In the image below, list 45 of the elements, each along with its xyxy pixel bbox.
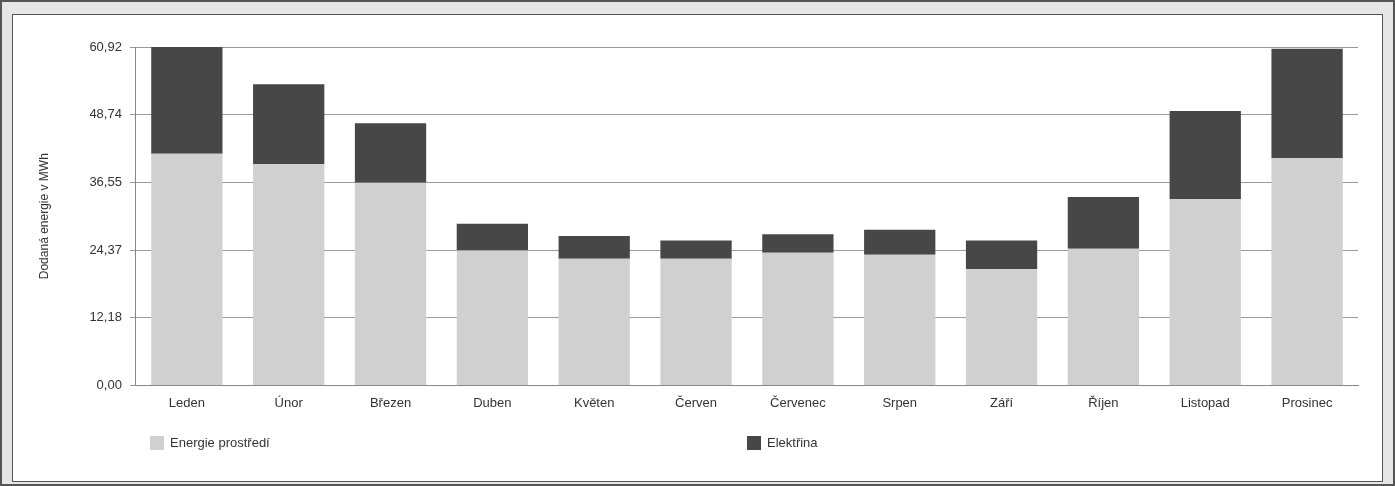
bar [354,182,427,385]
bar [1271,158,1343,385]
x-tick-label: Květen [573,394,615,410]
bar [1169,199,1241,385]
x-tick-label: Červenec [770,394,827,410]
bar [965,240,1038,270]
bar [253,164,325,385]
x-tick-label: Listopad [1180,394,1230,410]
x-tick-label: Únor [274,394,304,410]
x-tick-label: Leden [168,394,205,410]
bar [354,123,427,183]
bar [1271,48,1343,159]
y-tick-label: 12,18 [89,309,122,325]
legend-label: Energie prostředí [170,435,270,450]
x-tick-label: Srpen [882,394,918,410]
bar [864,254,936,385]
bar [1067,197,1140,249]
bar [1067,248,1140,385]
y-tick-label: 60,92 [89,38,122,54]
x-tick-label: Říjen [1088,394,1119,410]
bar [558,258,630,385]
bar [456,223,529,251]
bar [151,47,223,154]
x-tick-label: Prosinec [1281,394,1333,410]
x-tick-label: Červen [675,394,718,410]
y-tick-label: 0,00 [96,376,122,392]
x-tick-label: Září [990,394,1014,410]
bar [660,258,732,385]
bar [762,234,834,253]
y-tick-label: 48,74 [89,106,122,122]
y-tick-label: 24,37 [89,241,122,257]
bar [965,269,1038,385]
y-tick-label: 36,55 [89,173,122,189]
bar [1169,110,1241,200]
bar [660,240,732,259]
bar [456,250,529,385]
bar [253,84,325,165]
bar [558,235,630,259]
x-tick-label: Březen [369,394,412,410]
bar [864,229,936,255]
x-tick-label: Duben [473,394,512,410]
bar [151,153,223,385]
y-axis-title: Dodaná energie v MWh [36,153,51,280]
legend-label: Elektřina [767,435,818,450]
bar [762,252,834,385]
